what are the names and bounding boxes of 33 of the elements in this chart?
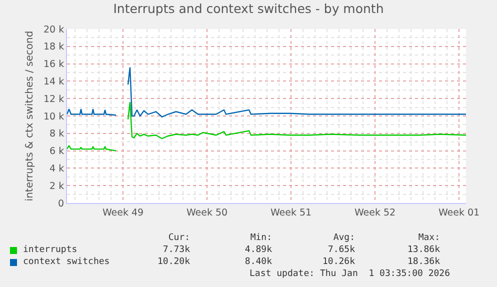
text: 4.89k	[244, 245, 272, 255]
text: 7.73k	[162, 245, 190, 255]
text: Min:	[250, 233, 272, 243]
x-tick-label: Week 50	[186, 207, 228, 218]
text: 18.36k	[407, 257, 440, 267]
y-tick-label: 18 k	[43, 42, 65, 53]
y-tick-label: 6 k	[50, 146, 65, 158]
chart-title: Interrupts and context switches - by month	[113, 1, 384, 16]
legend-label: interrupts	[23, 245, 78, 255]
legend-label: context switches	[23, 257, 110, 267]
y-tick-label: 14 k	[43, 76, 65, 88]
y-tick-label: 10 k	[43, 111, 65, 122]
y-axis-title: interrupts & ctx switches / second	[24, 30, 36, 202]
text: 13.86k	[407, 245, 440, 255]
text: 7.65k	[328, 245, 355, 255]
x-tick-label: Week 51	[270, 207, 312, 218]
text: Avg:	[333, 233, 355, 243]
text: Cur:	[168, 233, 190, 243]
text: 10.26k	[322, 257, 355, 267]
y-tick-label: 20 k	[43, 24, 65, 36]
text: Last update: Thu Jan 1 03:35:00 2026	[250, 269, 450, 279]
x-tick-label: Week 01	[438, 207, 480, 218]
y-tick-label: 16 k	[43, 59, 65, 70]
text: Max:	[418, 233, 440, 243]
y-tick-label: 4 k	[50, 164, 65, 175]
text: 10.20k	[157, 257, 190, 267]
y-tick-label: 2 k	[50, 180, 65, 192]
y-tick-label: 8 k	[50, 128, 65, 140]
y-tick-label: 12 k	[43, 94, 65, 105]
text: 8.40k	[244, 257, 272, 267]
x-tick-label: Week 52	[354, 207, 396, 218]
x-tick-label: Week 49	[102, 207, 144, 218]
y-tick-label: 0	[58, 198, 64, 210]
